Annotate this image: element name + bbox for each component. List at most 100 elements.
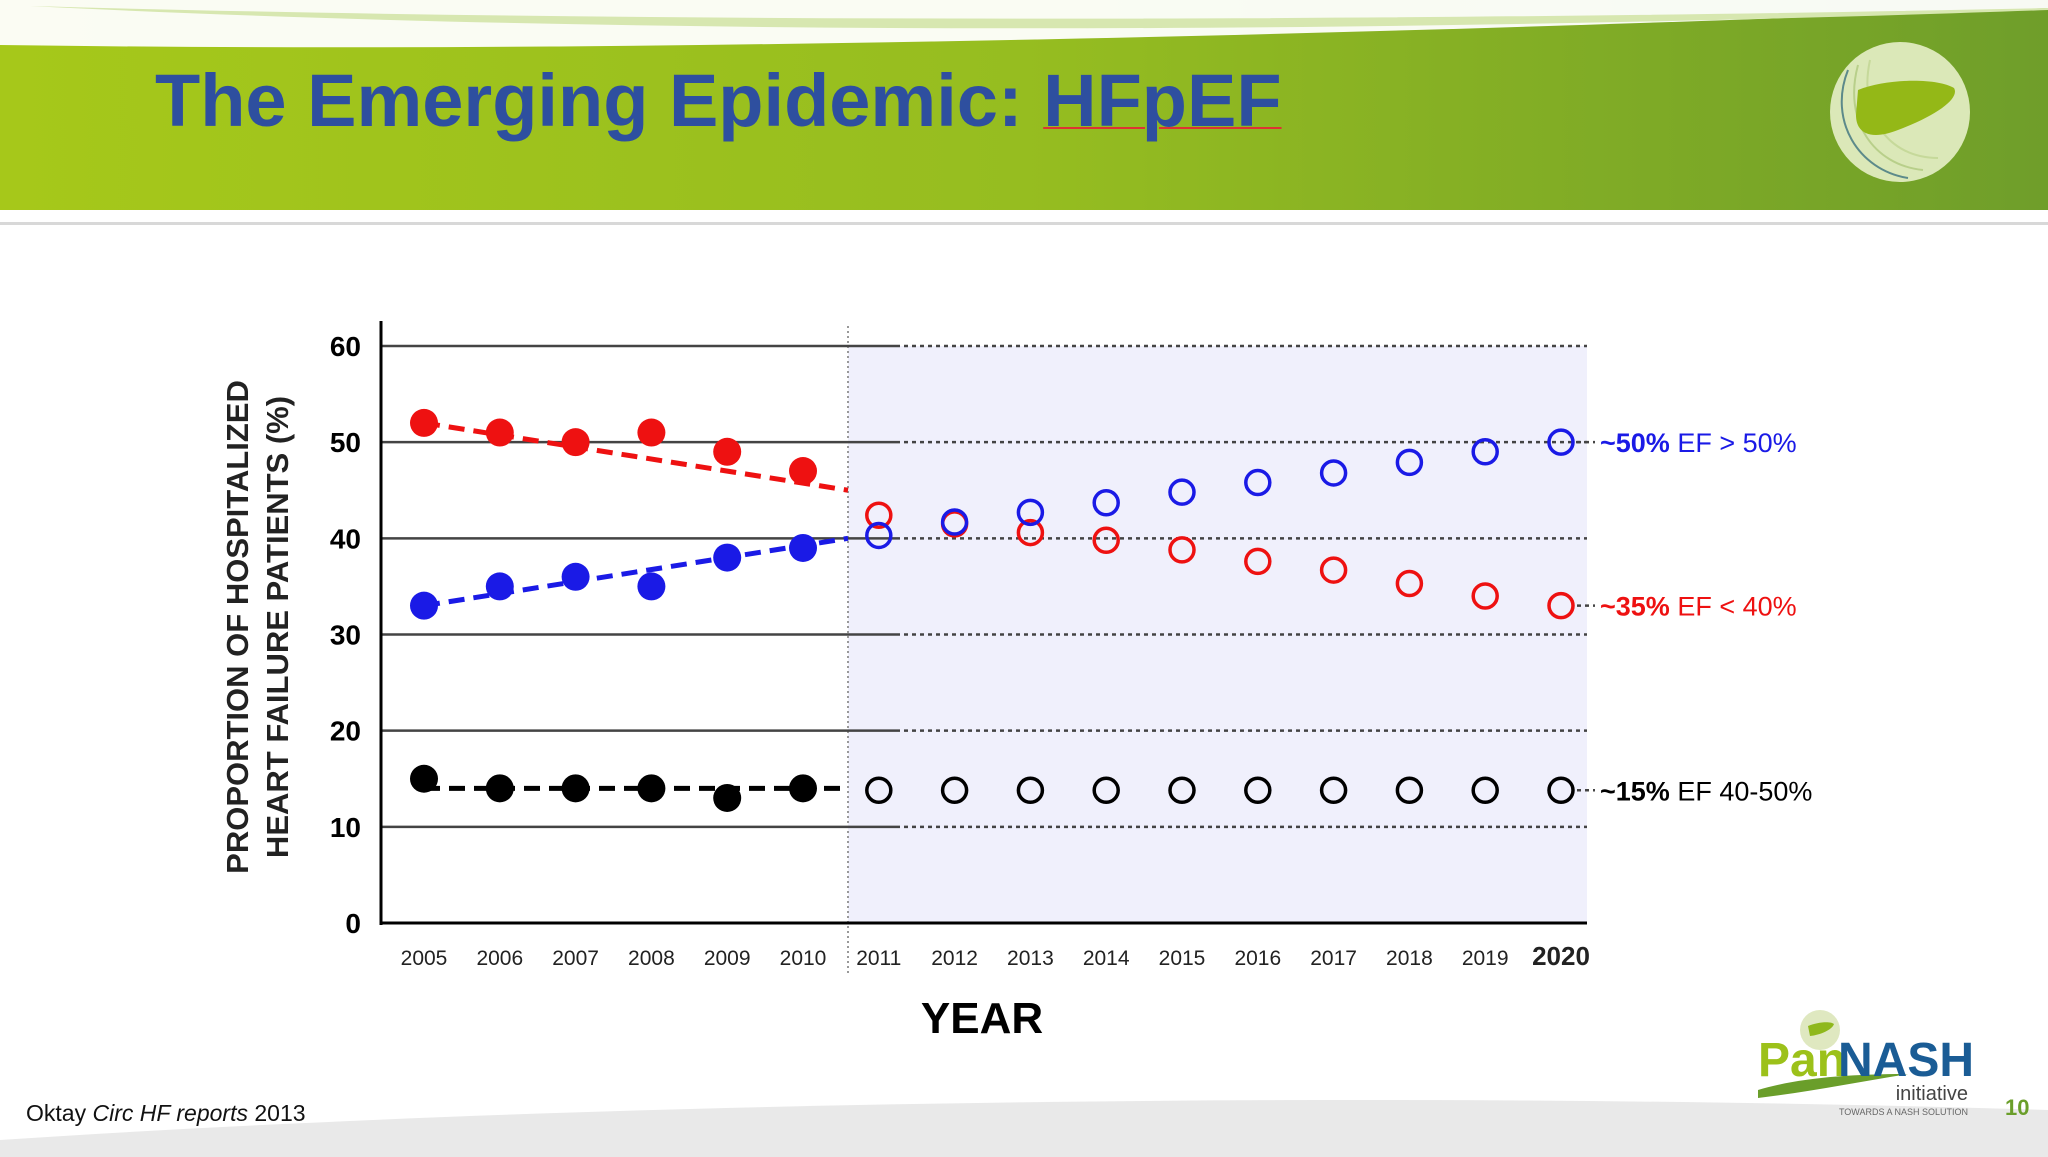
projected-point-black (1547, 776, 1575, 805)
projected-point-blue (1168, 478, 1196, 506)
pannash-logo: Pan NASH initiative TOWARDS A NASH SOLUT… (1758, 1008, 1978, 1123)
projected-point-black (1016, 776, 1045, 805)
x-tick-label: 2016 (1234, 947, 1281, 970)
y-tick-label: 30 (330, 620, 361, 651)
projected-point-red (1547, 591, 1575, 620)
slide-header-band (0, 0, 2048, 210)
projected-point-black (865, 776, 893, 805)
observed-point-black (637, 774, 666, 803)
x-tick-label: 2014 (1083, 947, 1130, 970)
annotation-label: EF 40-50% (1670, 776, 1813, 806)
projected-point-red (865, 501, 893, 530)
projected-point-red (1016, 518, 1045, 547)
projected-point-blue (1092, 489, 1120, 517)
annotation-label: EF > 50% (1670, 428, 1797, 458)
projected-point-red (1244, 547, 1272, 576)
observed-point-black (713, 783, 742, 812)
x-tick-label: 2007 (552, 947, 599, 970)
x-tick-label: 2019 (1462, 947, 1509, 970)
trend-line-red (423, 420, 849, 493)
observed-point-blue (789, 533, 817, 562)
x-axis-title: YEAR (921, 994, 1043, 1043)
x-tick-label: 2009 (704, 947, 751, 970)
y-tick-label: 20 (330, 716, 361, 747)
projected-point-black (1471, 776, 1499, 805)
y-tick-label: 60 (330, 331, 361, 362)
projected-point-red (1168, 536, 1196, 564)
projected-point-black (1092, 776, 1120, 805)
projected-point-black (1395, 776, 1424, 805)
observed-point-red (485, 418, 514, 447)
projected-point-blue (1471, 438, 1499, 466)
projected-point-black (1244, 776, 1272, 805)
x-tick-label: 2008 (628, 947, 675, 970)
observed-point-red (410, 408, 438, 437)
footer-swoosh (0, 1100, 2048, 1157)
projected-point-blue (1547, 428, 1575, 456)
x-tick-label: 2018 (1386, 947, 1433, 970)
pannash-logo-icon: Pan NASH initiative TOWARDS A NASH SOLUT… (1758, 1010, 1974, 1117)
header-divider (0, 222, 2048, 225)
x-tick-label: 2013 (1007, 947, 1054, 970)
header-swoosh (0, 0, 2048, 48)
observed-point-blue (713, 543, 742, 572)
projected-point-blue (1244, 468, 1272, 497)
annotation-red: ~35% EF < 40% (1600, 592, 1797, 622)
x-tick-label: 2017 (1310, 947, 1357, 970)
y-tick-label: 50 (330, 427, 361, 458)
title-term: HFpEF (1043, 59, 1282, 142)
x-tick-label: 2012 (931, 947, 978, 970)
citation-year: 2013 (254, 1100, 306, 1126)
logo-pan-text: Pan (1758, 1034, 1846, 1087)
logo-nash-text: NASH (1838, 1034, 1974, 1087)
observed-point-black (485, 774, 514, 803)
annotation-black: ~15% EF 40-50% (1600, 776, 1812, 806)
x-tick-label: 2010 (780, 947, 827, 970)
projected-point-red (1092, 526, 1120, 555)
x-tick-label: 2005 (401, 947, 448, 970)
x-tick-label: 2020 (1532, 941, 1590, 971)
page-title: The Emerging Epidemic: HFpEF (155, 58, 1282, 143)
observed-point-red (637, 418, 666, 447)
y-tick-label: 40 (330, 523, 361, 554)
title-prefix: The Emerging Epidemic: (155, 59, 1044, 142)
y-axis-title-line2: HEART FAILURE PATIENTS (%) (260, 396, 295, 858)
projected-point-red (1395, 569, 1424, 598)
y-axis-title: PROPORTION OF HOSPITALIZED HEART FAILURE … (220, 380, 295, 874)
trend-line-blue (423, 535, 849, 609)
observed-point-blue (561, 562, 590, 591)
annotation-pct: ~15% (1600, 776, 1670, 806)
citation-author: Oktay (26, 1100, 87, 1126)
annotation-blue: ~50% EF > 50% (1600, 428, 1797, 458)
projected-point-blue (940, 508, 969, 536)
observed-point-red (561, 428, 590, 457)
projected-point-blue (1016, 498, 1045, 527)
observed-point-blue (485, 572, 514, 601)
projected-point-black (940, 776, 969, 805)
observed-point-red (713, 437, 742, 466)
projected-point-black (1319, 776, 1348, 805)
annotation-label: EF < 40% (1670, 592, 1797, 622)
y-tick-label: 0 (345, 908, 361, 939)
x-tick-label: 2015 (1159, 947, 1206, 970)
projected-point-black (1168, 776, 1196, 805)
logo-tagline: TOWARDS A NASH SOLUTION (1839, 1107, 1968, 1117)
liver-globe-logo-icon (1830, 42, 1970, 182)
x-tick-label: 2011 (856, 947, 901, 970)
projected-point-blue (1319, 459, 1348, 487)
y-axis-title-line1: PROPORTION OF HOSPITALIZED (220, 380, 255, 874)
observed-point-black (561, 774, 590, 803)
annotation-pct: ~50% (1600, 428, 1670, 458)
observed-point-red (789, 457, 817, 486)
x-tick-label: 2006 (476, 947, 523, 970)
y-tick-label: 10 (330, 812, 361, 843)
projected-point-red (1319, 556, 1348, 584)
page-number: 10 (2005, 1095, 2030, 1120)
annotation-pct: ~35% (1600, 592, 1670, 622)
observed-point-blue (410, 591, 438, 620)
projected-point-blue (1395, 448, 1424, 477)
citation: Oktay Circ HF reports 2013 (26, 1100, 306, 1127)
projected-point-blue (865, 521, 893, 550)
citation-journal: Circ HF reports (92, 1100, 248, 1126)
